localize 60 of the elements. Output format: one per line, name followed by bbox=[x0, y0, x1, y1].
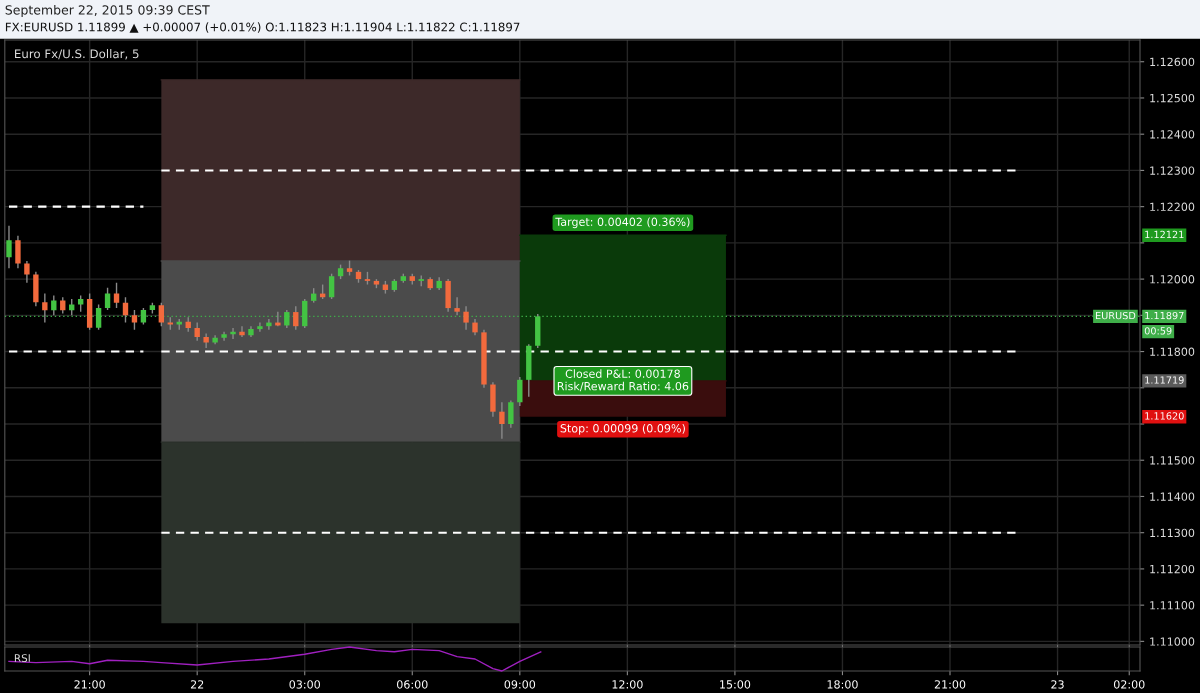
x-tick-label: 06:00 bbox=[397, 680, 428, 689]
annotation: Stop: 0.00099 (0.09%) bbox=[560, 423, 685, 435]
candlestick bbox=[194, 321, 200, 342]
candlestick bbox=[203, 332, 209, 349]
x-tick-label: 02:00 bbox=[1113, 680, 1145, 689]
candlestick bbox=[284, 309, 290, 329]
x-tick-label: 15:00 bbox=[720, 680, 751, 689]
candlestick bbox=[508, 399, 514, 429]
candlestick bbox=[6, 225, 12, 269]
y-tick-label: 1.11000 bbox=[1150, 637, 1195, 646]
candlestick bbox=[15, 234, 21, 269]
annotation: Closed P&L: 0.00178 Risk/Reward Ratio: 4.06 bbox=[557, 369, 689, 392]
candlestick bbox=[257, 321, 263, 333]
x-tick-label: 18:00 bbox=[827, 680, 858, 689]
annotation: Target: 0.00402 (0.36%) bbox=[555, 217, 690, 229]
y-tick-label: 1.11100 bbox=[1150, 601, 1195, 610]
annotation: RSI bbox=[14, 654, 30, 663]
x-tick-label: 12:00 bbox=[612, 680, 643, 689]
candlestick bbox=[239, 325, 245, 338]
y-tick-label: 1.11300 bbox=[1150, 528, 1195, 538]
y-tick-label: 1.12400 bbox=[1150, 130, 1195, 139]
y-tick-label: 1.12000 bbox=[1150, 275, 1195, 284]
y-tick-label: 1.12300 bbox=[1150, 166, 1195, 175]
y-tick-label: 1.11500 bbox=[1150, 456, 1195, 465]
x-tick-label: 09:00 bbox=[504, 680, 536, 689]
y-tick-label: 1.11400 bbox=[1150, 492, 1195, 501]
text: 1.11620 bbox=[1145, 412, 1184, 420]
text: 1.11719 bbox=[1145, 376, 1184, 384]
candlestick bbox=[328, 272, 335, 300]
candlestick bbox=[517, 376, 523, 407]
text: 1.12121 bbox=[1145, 230, 1184, 238]
candlestick bbox=[95, 303, 102, 331]
candlestick bbox=[266, 318, 272, 331]
candlestick bbox=[454, 296, 460, 317]
y-tick-label: 1.12600 bbox=[1150, 57, 1195, 67]
x-tick-label: 22 bbox=[190, 680, 204, 689]
candlestick bbox=[131, 309, 138, 331]
candlestick bbox=[42, 292, 48, 324]
annotation: EURUSD bbox=[1096, 311, 1136, 320]
candlestick bbox=[158, 301, 165, 327]
x-tick-label: 21:00 bbox=[74, 680, 105, 689]
candlestick bbox=[104, 287, 111, 311]
chart-title: FX:EURUSD 1.11899 ▲ +0.00007 (+0.01%) O:1.11823 H:1.11904 L:1.11822 C:1.11897 bbox=[5, 22, 520, 33]
y-tick-label: 1.12200 bbox=[1150, 202, 1195, 212]
candlestick bbox=[499, 401, 505, 440]
y-tick-label: 1.11800 bbox=[1150, 347, 1195, 356]
x-tick-label: 23 bbox=[1051, 680, 1064, 689]
candlestick bbox=[293, 305, 299, 331]
candlestick bbox=[51, 294, 57, 317]
ref-line-label: 1.11897 bbox=[1145, 311, 1184, 320]
annotation: Euro Fx/U.S. Dollar, 5 bbox=[15, 49, 139, 60]
candlestick bbox=[24, 260, 30, 284]
x-tick-label: 03:00 bbox=[289, 680, 320, 689]
y-tick-label: 1.11200 bbox=[1150, 564, 1195, 574]
candlestick bbox=[463, 305, 469, 331]
y-tick-label: 1.12500 bbox=[1150, 93, 1195, 103]
x-tick-label: 21:00 bbox=[934, 680, 966, 689]
text: 00:59 bbox=[1144, 327, 1172, 335]
candlestick bbox=[113, 282, 120, 309]
chart-subtitle: September 22, 2015 09:39 CEST bbox=[5, 4, 210, 18]
